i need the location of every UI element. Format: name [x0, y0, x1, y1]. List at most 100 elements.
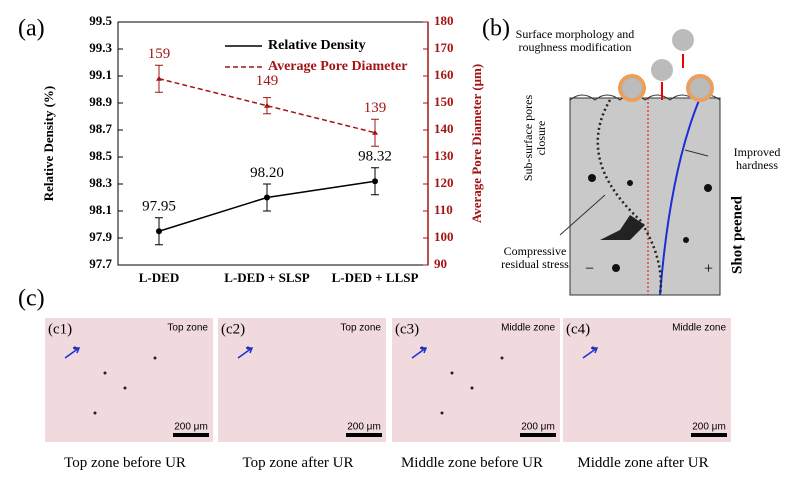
y2-tick-label: 150 — [434, 94, 454, 109]
note: Improved hardness — [733, 145, 781, 172]
zone-label: Top zone — [340, 323, 381, 334]
arrow — [661, 54, 684, 100]
zone-label: Middle zone — [672, 323, 726, 334]
value-label: 149 — [256, 73, 279, 89]
caption: Top zone after UR — [242, 455, 354, 471]
y-tick-label: 97.7 — [89, 256, 112, 271]
value-label: 98.20 — [250, 165, 284, 181]
y2-tick-label: 100 — [434, 229, 454, 244]
sign: + — [704, 261, 713, 278]
line — [158, 77, 376, 134]
pore — [704, 184, 712, 192]
legend-label: Relative Density — [268, 38, 366, 53]
scale-label: 200 μm — [692, 422, 726, 433]
micrograph — [218, 318, 386, 442]
arrow — [64, 347, 81, 359]
y-tick-label: 99.1 — [89, 67, 112, 82]
y-tick-label: 97.9 — [89, 229, 112, 244]
marker — [264, 102, 270, 108]
hardness-curve — [659, 97, 701, 296]
y-tick-label: 98.5 — [89, 148, 112, 163]
marker — [264, 194, 270, 201]
y2-tick-label: 120 — [434, 175, 454, 190]
micrograph — [563, 318, 731, 442]
panel-label: (c) — [18, 286, 45, 312]
scale-bar — [691, 433, 727, 437]
y-axis-label: Relative Density (%) — [41, 86, 56, 202]
arrow — [411, 347, 428, 359]
panel-label: (a) — [18, 16, 45, 42]
image-tag: (c1) — [48, 321, 72, 337]
pore — [440, 411, 444, 415]
y-tick-label: 99.5 — [89, 13, 112, 28]
y2-tick-label: 180 — [434, 13, 454, 28]
note: Compressive residual stress — [501, 244, 569, 271]
panel-label: (b) — [482, 16, 510, 42]
note: Sub-surface pores closure — [521, 94, 548, 182]
pointer — [559, 194, 606, 236]
micrograph — [392, 318, 560, 442]
image-tag: (c2) — [221, 321, 245, 337]
pore — [123, 386, 127, 390]
caption: Middle zone after UR — [577, 455, 709, 471]
zone-label: Top zone — [167, 323, 208, 334]
marker — [156, 75, 162, 81]
pore — [103, 371, 107, 375]
zone-label: Middle zone — [501, 323, 555, 334]
scale-label: 200 μm — [347, 422, 381, 433]
value-label: 98.32 — [358, 149, 392, 165]
arrow — [237, 347, 254, 359]
pore — [612, 264, 620, 272]
image-tag: (c3) — [395, 321, 419, 337]
y2-tick-label: 130 — [434, 148, 454, 163]
pore — [470, 386, 474, 390]
pore — [588, 174, 596, 182]
image-tag: (c4) — [566, 321, 590, 337]
x-tick-label: L-DED — [139, 270, 179, 285]
caption: Top zone before UR — [64, 455, 186, 471]
x-tick-label: L-DED + SLSP — [224, 270, 309, 285]
pointer — [684, 149, 709, 157]
shot — [651, 59, 673, 81]
pore — [93, 411, 97, 415]
y-tick-label: 98.1 — [89, 202, 112, 217]
y2-tick-label: 110 — [434, 202, 453, 217]
scale-label: 200 μm — [174, 422, 208, 433]
note: Surface morphology and roughness modific… — [515, 27, 635, 54]
marker — [372, 129, 378, 135]
caption: Middle zone before UR — [400, 455, 544, 471]
value-label: 159 — [148, 46, 171, 62]
y2-tick-label: 170 — [434, 40, 454, 55]
micrograph — [45, 318, 213, 442]
marker — [372, 178, 378, 185]
value-label: 97.95 — [142, 199, 176, 215]
y2-tick-label: 140 — [434, 121, 454, 136]
x-tick-label: L-DED + LLSP — [332, 270, 419, 285]
pore — [683, 237, 689, 243]
y2-axis-label: Average Pore Diameter (μm) — [469, 64, 484, 223]
pore — [627, 180, 633, 186]
shot — [618, 74, 646, 102]
pore — [500, 356, 504, 360]
y-tick-label: 98.3 — [89, 175, 112, 190]
pore — [600, 215, 645, 240]
y-tick-label: 99.3 — [89, 40, 112, 55]
scale-bar — [520, 433, 556, 437]
shot — [686, 74, 714, 102]
arrow — [582, 347, 599, 359]
shot — [672, 29, 694, 51]
legend-label: Average Pore Diameter — [268, 59, 407, 74]
y2-tick-label: 90 — [434, 256, 447, 271]
sign: − — [585, 261, 594, 278]
side-label: Shot peened — [729, 195, 745, 274]
y2-tick-label: 160 — [434, 67, 454, 82]
pore — [153, 356, 157, 360]
value-label: 139 — [364, 100, 387, 116]
y-tick-label: 98.7 — [89, 121, 112, 136]
specimen — [569, 97, 721, 296]
scale-bar — [346, 433, 382, 437]
scale-bar — [173, 433, 209, 437]
y-tick-label: 98.9 — [89, 94, 112, 109]
